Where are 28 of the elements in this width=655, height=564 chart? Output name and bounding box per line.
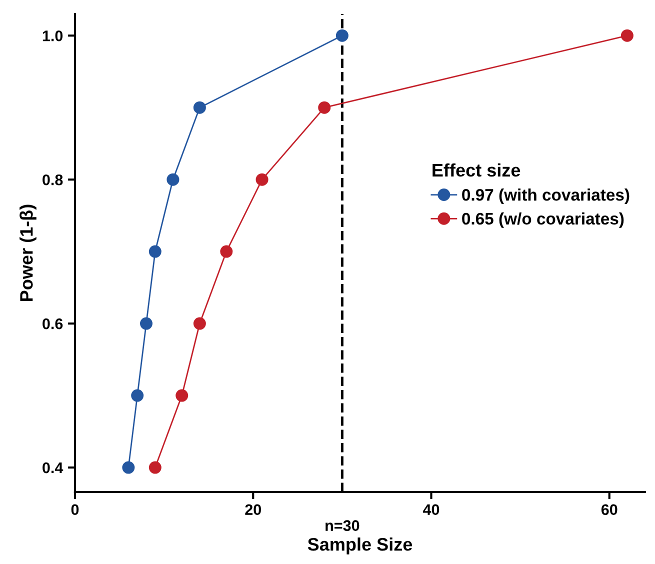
legend-label: 0.97 (with covariates) — [462, 188, 630, 204]
x-tick-label: 40 — [422, 504, 440, 516]
point — [193, 101, 206, 114]
legend-label: 0.65 (w/o covariates) — [462, 212, 624, 228]
point — [166, 173, 180, 186]
point — [140, 317, 152, 330]
point — [620, 29, 634, 42]
x-axis-title: Sample Size — [308, 537, 412, 554]
y-tick-label: 0.8 — [42, 174, 63, 186]
point — [176, 389, 188, 402]
y-tick-label: 0.4 — [42, 462, 64, 474]
y-axis-title: Power (1-β) — [20, 204, 36, 301]
x-tick-label: 0 — [71, 504, 79, 516]
point — [131, 389, 144, 402]
point — [318, 101, 331, 114]
point — [122, 461, 135, 474]
point — [148, 245, 162, 258]
point — [193, 317, 206, 330]
point — [148, 461, 162, 474]
point — [256, 173, 268, 186]
ref-line-label: n=30 — [326, 520, 360, 532]
x-tick-label: 20 — [245, 504, 261, 516]
point — [336, 29, 348, 42]
point — [220, 245, 233, 258]
y-tick-label: 0.6 — [42, 318, 63, 330]
legend-title: Effect size — [432, 163, 520, 177]
x-tick-label: 60 — [601, 504, 618, 516]
y-tick-label: 1.0 — [42, 30, 63, 42]
